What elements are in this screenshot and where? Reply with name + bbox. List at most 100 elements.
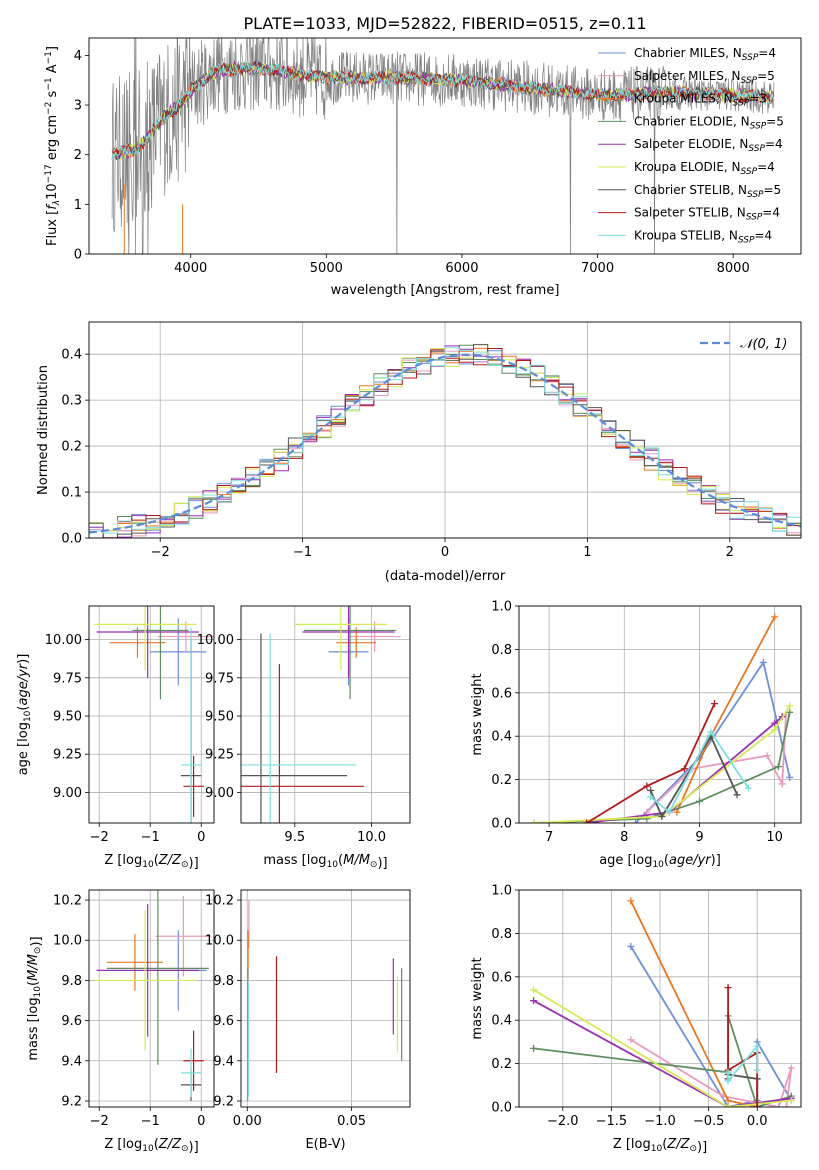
x-tick-label: 0 xyxy=(441,545,449,560)
y-tick-label: 10.2 xyxy=(53,894,82,909)
weight-marker-salpeter_stelib xyxy=(680,765,688,773)
y-tick-label: 10.2 xyxy=(205,894,234,909)
weight-line-kroupa_elodie xyxy=(533,989,792,1107)
y-axis-label: age [log10(age/yr)] xyxy=(16,654,33,776)
y-tick-label: 0.2 xyxy=(61,440,82,455)
plot-area-age_vs_Z xyxy=(89,606,214,823)
axes-frame xyxy=(240,605,411,824)
spectrum-data-line xyxy=(111,38,775,254)
y-tick-label: 9.2 xyxy=(213,1094,234,1109)
weight-marker-chabrier_elodie xyxy=(774,763,782,771)
x-axis-label: mass [log10(M/M⊙)] xyxy=(263,853,387,871)
y-tick-label: 0.4 xyxy=(491,730,512,745)
y-tick-label: 0.4 xyxy=(61,348,82,363)
x-tick-label: −1.0 xyxy=(644,1114,676,1129)
chart-weight_vs_Z: −2.0 −1.5 −1.0 −0.5 0.0 0.0 0.2 0.4 0.6 0.8 1.0 Z [… xyxy=(470,884,802,1155)
weight-line-kroupa_stelib xyxy=(650,730,750,814)
chart-spectrum: 4000 5000 6000 7000 8000 0 1 2 3 4 wavelength [Ang… xyxy=(44,37,802,298)
y-tick-label: 9.2 xyxy=(61,1094,82,1109)
weight-marker-kroupa_stelib xyxy=(665,808,673,816)
x-tick-label: 0 xyxy=(197,830,205,845)
x-axis-label: Z [log10(Z/Z⊙)] xyxy=(613,1137,707,1155)
weight-marker-kroupa_stelib xyxy=(753,1066,761,1074)
weight-marker-chabrier_elodie xyxy=(643,815,651,823)
x-axis-label: age [log10(age/yr)] xyxy=(599,853,721,870)
plot-area-age_vs_mass xyxy=(241,606,410,823)
weight-marker-kroupa_elodie xyxy=(787,1096,795,1104)
y-tick-label: 1 xyxy=(74,198,82,213)
y-tick-label: 3 xyxy=(74,99,82,114)
x-tick-label: −2.0 xyxy=(547,1114,579,1129)
y-axis-label: Normed distribution xyxy=(36,365,51,495)
legend-entry: Chabrier ELODIE, NSSP=5 xyxy=(634,114,784,131)
legend-entry: Chabrier STELIB, NSSP=5 xyxy=(634,183,781,200)
x-tick-label: 7 xyxy=(545,830,553,845)
legend-entry: Kroupa STELIB, NSSP=4 xyxy=(634,228,772,245)
y-tick-label: 0.8 xyxy=(491,927,512,942)
chart-mass_vs_Z: −2 −1 0 9.2 9.4 9.6 9.8 10.0 10.2 Z [log10(Z/Z⊙)]… xyxy=(26,889,215,1155)
plot-area-spectrum xyxy=(111,38,775,254)
weight-marker-kroupa_stelib xyxy=(724,1068,732,1076)
axes-frame xyxy=(518,889,802,1108)
weight-line-chabrier_stelib xyxy=(649,734,738,819)
y-tick-label: 9.75 xyxy=(205,671,234,686)
legend-entry: Salpeter ELODIE, NSSP=4 xyxy=(634,137,783,154)
plot-area-weight_vs_age xyxy=(519,606,801,823)
y-tick-label: 10.00 xyxy=(45,633,82,648)
plot-area-weight_vs_Z xyxy=(519,890,801,1107)
y-axis-label: mass [log10(M/M⊙)] xyxy=(26,936,44,1060)
x-tick-label: 10.0 xyxy=(357,830,386,845)
weight-line-salpeter_miles xyxy=(630,1038,793,1107)
y-axis-label: Flux [fλ10−17 erg cm−2 s−1 A−1] xyxy=(44,46,62,246)
y-tick-label: 0.0 xyxy=(61,532,82,547)
x-tick-label: −1.5 xyxy=(596,1114,628,1129)
y-tick-label: 9.00 xyxy=(205,786,234,801)
weight-marker-salpeter_miles xyxy=(782,1103,790,1107)
weight-marker-chabrier_miles xyxy=(627,942,635,950)
weight-marker-chabrier_stelib xyxy=(658,812,666,820)
weight-marker-chabrier_miles xyxy=(632,819,640,823)
weight-marker-kroupa_elodie xyxy=(530,986,538,994)
y-tick-label: 4 xyxy=(74,49,82,64)
weight-line-salpeter_stelib xyxy=(727,987,759,1107)
y-tick-label: 2 xyxy=(74,148,82,163)
weight-marker-salpeter_elodie xyxy=(771,719,779,727)
y-axis-label: mass weight xyxy=(470,673,485,755)
weight-marker-kroupa_stelib xyxy=(744,784,752,792)
spectrum-legend: Chabrier MILES, NSSP=4 Salpeter MILES, NS… xyxy=(598,46,784,245)
y-tick-label: 0.0 xyxy=(491,817,512,832)
x-tick-label: 1 xyxy=(583,545,591,560)
weight-marker-chabrier_miles xyxy=(786,773,794,781)
x-tick-label: −2 xyxy=(151,545,170,560)
weight-marker-chabrier_miles xyxy=(759,658,767,666)
x-tick-label: 4000 xyxy=(174,261,207,276)
x-tick-label: −2 xyxy=(90,830,109,845)
x-tick-label: 8 xyxy=(620,830,628,845)
x-tick-label: −1 xyxy=(293,545,312,560)
y-tick-label: 10.00 xyxy=(197,633,234,648)
legend-entry: Kroupa MILES, NSSP=3 xyxy=(634,92,767,109)
axes-frame xyxy=(88,321,802,539)
y-tick-label: 9.4 xyxy=(61,1054,82,1069)
weight-line-chabrier_elodie xyxy=(533,1015,792,1107)
plot-area-mass_vs_ebv xyxy=(241,890,410,1107)
weight-marker-kroupa_miles xyxy=(673,808,681,816)
x-tick-label: 0 xyxy=(197,1114,205,1129)
weight-marker-kroupa_miles xyxy=(627,897,635,905)
y-tick-label: 0.2 xyxy=(491,773,512,788)
y-tick-label: 0.4 xyxy=(491,1014,512,1029)
weight-marker-salpeter_miles xyxy=(627,1036,635,1044)
legend-entry: Chabrier MILES, NSSP=4 xyxy=(634,46,776,63)
weight-marker-salpeter_miles xyxy=(787,1064,795,1072)
x-axis-label: Z [log10(Z/Z⊙)] xyxy=(104,853,198,871)
x-tick-label: 8000 xyxy=(717,261,750,276)
chart-age_vs_Z: −2 −1 0 9.00 9.25 9.50 9.75 10.00 Z [log10(Z/Z⊙)… xyxy=(16,605,215,871)
weight-line-chabrier_miles xyxy=(634,660,791,823)
chart-age_vs_mass: 9.5 10.0 9.00 9.25 9.50 9.75 10.00 mass [log10(… xyxy=(197,605,411,871)
y-tick-label: 0.2 xyxy=(491,1057,512,1072)
weight-marker-kroupa_elodie xyxy=(771,726,779,734)
legend-entry: 𝒩(0, 1) xyxy=(740,337,787,352)
x-tick-label: 0.0 xyxy=(747,1114,768,1129)
x-tick-label: 7000 xyxy=(581,261,614,276)
